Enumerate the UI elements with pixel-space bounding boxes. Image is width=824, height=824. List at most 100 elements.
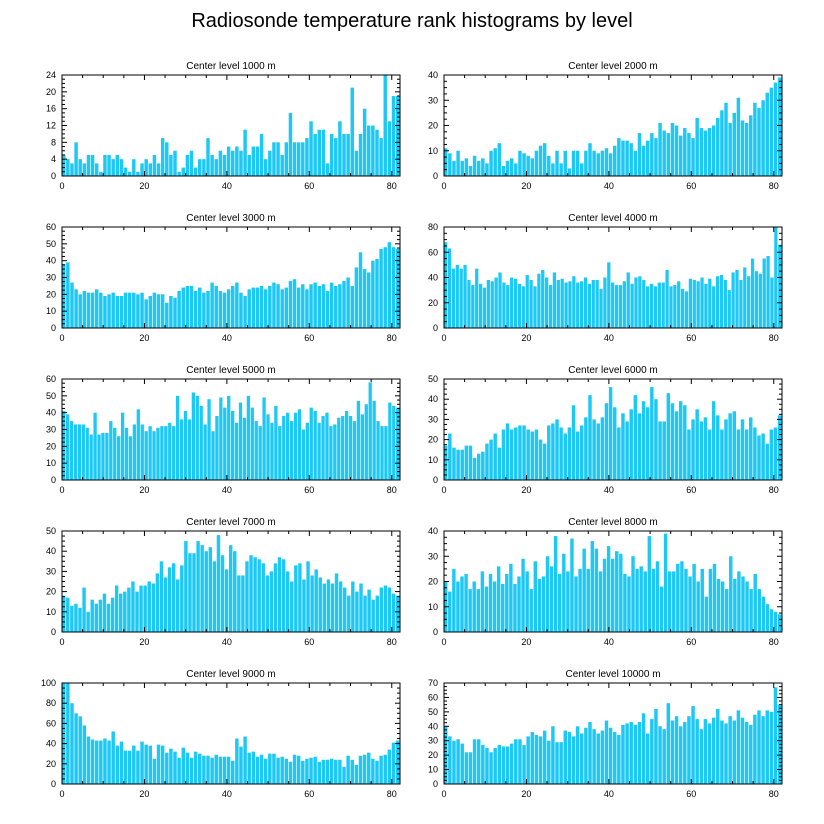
histogram-bar bbox=[198, 287, 202, 328]
histogram-bar bbox=[728, 122, 732, 176]
histogram-bar bbox=[124, 427, 129, 480]
histogram-bar bbox=[127, 171, 132, 176]
histogram-bar bbox=[391, 247, 396, 328]
histogram-bar bbox=[719, 274, 724, 328]
histogram-bar bbox=[107, 294, 111, 328]
histogram-bar bbox=[761, 433, 765, 480]
histogram-bar bbox=[723, 280, 727, 328]
histogram-bar bbox=[558, 573, 562, 632]
histogram-bar bbox=[493, 433, 497, 480]
histogram-bar bbox=[567, 168, 572, 176]
histogram-bar bbox=[646, 286, 650, 328]
histogram-bar bbox=[94, 163, 99, 177]
histogram-bar bbox=[342, 280, 346, 328]
histogram-bar bbox=[383, 585, 388, 632]
histogram-bar bbox=[243, 129, 247, 176]
histogram-bar bbox=[139, 585, 143, 632]
histogram-bar bbox=[533, 286, 537, 328]
histogram-bar bbox=[521, 558, 525, 632]
histogram-bar bbox=[189, 150, 194, 176]
y-tick-label: 60 bbox=[46, 718, 56, 728]
histogram-bar bbox=[305, 138, 309, 177]
panel-title: Center level 10000 m bbox=[565, 669, 660, 680]
histogram-bar bbox=[662, 729, 666, 784]
histogram-bar bbox=[165, 752, 169, 784]
histogram-bar bbox=[559, 742, 563, 784]
histogram-bar bbox=[769, 87, 774, 177]
histogram-bar bbox=[82, 290, 87, 328]
histogram-bar bbox=[360, 414, 364, 480]
x-tick-label: 40 bbox=[222, 333, 232, 343]
histogram-panel: Center level 2000 m 0 20 40 60 80 0 10 20 30 40 bbox=[428, 61, 783, 191]
histogram-bar bbox=[749, 417, 753, 480]
histogram-bar bbox=[740, 419, 745, 480]
histogram-bar bbox=[691, 419, 695, 480]
histogram-bar bbox=[148, 426, 152, 480]
histogram-bar bbox=[62, 154, 66, 176]
histogram-bar bbox=[753, 102, 757, 176]
histogram-bar bbox=[152, 292, 157, 328]
histogram-bar bbox=[619, 553, 623, 632]
histogram-bar bbox=[744, 122, 749, 176]
histogram-bar bbox=[387, 749, 392, 784]
histogram-bar bbox=[292, 142, 297, 176]
histogram-bar bbox=[107, 154, 111, 176]
y-tick-label: 0 bbox=[433, 779, 438, 789]
histogram-bar bbox=[387, 587, 392, 632]
histogram-bar bbox=[231, 410, 235, 480]
histogram-bar bbox=[456, 150, 460, 176]
histogram-bar bbox=[351, 581, 355, 632]
histogram-bar bbox=[102, 593, 107, 632]
histogram-bar bbox=[509, 429, 514, 480]
histogram-bar bbox=[517, 283, 522, 328]
histogram-bar bbox=[695, 409, 699, 480]
histogram-bar bbox=[744, 721, 749, 784]
histogram-bar bbox=[658, 726, 662, 784]
histogram-bar bbox=[372, 400, 376, 480]
histogram-bar bbox=[455, 264, 459, 329]
histogram-bar bbox=[242, 417, 247, 480]
histogram-bar bbox=[481, 745, 485, 784]
histogram-bar bbox=[321, 129, 326, 176]
histogram-bar bbox=[497, 447, 502, 480]
y-tick-label: 0 bbox=[433, 323, 438, 333]
histogram-bar bbox=[107, 740, 111, 784]
histogram-bar bbox=[684, 568, 688, 633]
y-tick-label: 10 bbox=[428, 146, 438, 156]
histogram-bar bbox=[375, 760, 379, 784]
histogram-bar bbox=[383, 75, 387, 176]
histogram-bar bbox=[159, 561, 164, 632]
histogram-bar bbox=[711, 125, 716, 176]
histogram-bar bbox=[549, 566, 554, 632]
histogram-bar bbox=[530, 431, 535, 480]
x-tick-label: 80 bbox=[769, 485, 779, 495]
histogram-bar bbox=[517, 576, 521, 632]
histogram-bar bbox=[749, 589, 753, 632]
histogram-bar bbox=[270, 422, 274, 480]
histogram-bar bbox=[603, 277, 607, 328]
histogram-bar bbox=[542, 730, 547, 784]
histogram-bar bbox=[245, 561, 249, 632]
histogram-bar bbox=[272, 142, 276, 176]
histogram-bar bbox=[70, 163, 74, 177]
histogram-bar bbox=[214, 159, 218, 176]
histogram-bar bbox=[136, 294, 140, 328]
histogram-panel: Center level 1000 m 0 20 40 60 80 0 4 8 12 16 20 24 bbox=[46, 61, 401, 191]
y-tick-label: 10 bbox=[46, 306, 56, 316]
histogram-panel: Center level 4000 m 0 20 40 60 80 0 20 40 60 80 bbox=[428, 213, 783, 343]
histogram-bar bbox=[90, 154, 95, 176]
histogram-bar bbox=[89, 434, 93, 480]
histogram-bar bbox=[388, 402, 392, 480]
histogram-bar bbox=[356, 400, 361, 480]
histogram-bar bbox=[325, 290, 330, 328]
histogram-bar bbox=[110, 597, 115, 632]
histogram-bar bbox=[266, 414, 270, 480]
histogram-bar bbox=[113, 427, 117, 480]
histogram-bar bbox=[456, 581, 460, 632]
histogram-bar bbox=[181, 287, 185, 328]
histogram-bar bbox=[177, 757, 181, 784]
y-tick-label: 20 bbox=[46, 441, 56, 451]
histogram-bar bbox=[480, 571, 485, 632]
histogram-bar bbox=[555, 742, 559, 784]
histogram-bar bbox=[753, 427, 757, 480]
